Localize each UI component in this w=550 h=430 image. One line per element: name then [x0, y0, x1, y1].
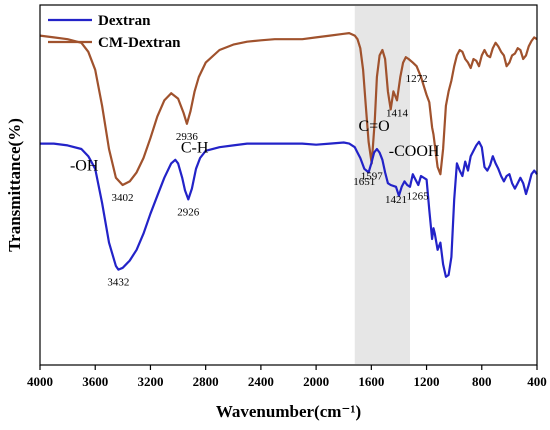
- x-tick-label: 2400: [248, 374, 274, 389]
- legend-label: Dextran: [98, 13, 151, 29]
- x-tick-label: 2000: [303, 374, 329, 389]
- legend: Dextran CM-Dextran: [48, 13, 181, 51]
- peak-label: 1272: [406, 73, 428, 85]
- peak-label: 1421: [385, 194, 407, 206]
- peak-label: 3432: [107, 277, 129, 289]
- x-tick-label: 2800: [193, 374, 219, 389]
- group-label: C=O: [358, 118, 389, 135]
- peak-label: 3402: [112, 192, 134, 204]
- x-tick-label: 4000: [27, 374, 53, 389]
- legend-label: CM-Dextran: [98, 35, 181, 51]
- peak-label: 1414: [386, 107, 409, 119]
- x-tick-label: 800: [472, 374, 492, 389]
- peak-label: 1597: [361, 170, 384, 182]
- y-axis-title: Transmittance(%): [5, 118, 24, 252]
- x-tick-label: 1200: [414, 374, 440, 389]
- x-axis-title: Wavenumber(cm⁻¹): [216, 402, 361, 421]
- peak-label: 2936: [176, 131, 199, 143]
- group-label: C-H: [181, 140, 209, 157]
- group-label: -COOH: [389, 143, 440, 160]
- x-tick-label: 3200: [137, 374, 163, 389]
- series-line-cm-dextran: [39, 31, 538, 187]
- x-tick-label: 1600: [358, 374, 384, 389]
- peak-label: 1651: [353, 176, 375, 188]
- x-tick-label: 400: [527, 374, 547, 389]
- peak-label: 1265: [407, 191, 430, 203]
- x-tick-label: 3600: [82, 374, 108, 389]
- plot-frame: [39, 4, 538, 366]
- highlight-band: [354, 6, 410, 364]
- peak-label: 2926: [177, 206, 200, 218]
- series-line-dextran: [40, 140, 538, 278]
- group-label: -OH: [70, 158, 99, 175]
